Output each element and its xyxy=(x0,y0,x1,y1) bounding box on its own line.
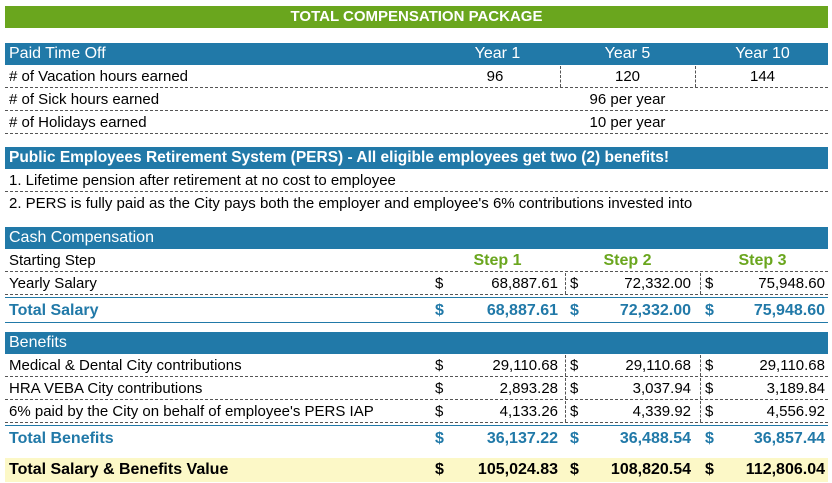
pers-header-label: Public Employees Retirement System (PERS… xyxy=(9,149,670,166)
currency-symbol: $ xyxy=(705,461,714,478)
pers-iap-step3: 4,556.92 xyxy=(766,403,825,420)
table-row-pers-iap: 6% paid by the City on behalf of employe… xyxy=(5,401,828,423)
total-salary-step2: 72,332.00 xyxy=(619,302,691,319)
pto-col-year1: Year 1 xyxy=(474,45,521,62)
sick-label: # of Sick hours earned xyxy=(9,91,160,108)
total-salary-step3: 75,948.60 xyxy=(753,302,825,319)
cash-header: Cash Compensation xyxy=(5,227,828,249)
step-2-header: Step 2 xyxy=(603,252,652,269)
currency-symbol: $ xyxy=(700,273,713,294)
currency-symbol: $ xyxy=(435,403,444,420)
sick-value: 96 per year xyxy=(589,91,666,108)
vacation-year5: 120 xyxy=(560,66,694,87)
pto-col-year10: Year 10 xyxy=(735,45,790,62)
hra-step3: 3,189.84 xyxy=(766,380,825,397)
currency-symbol: $ xyxy=(435,461,444,478)
benefit-label-hra: HRA VEBA City contributions xyxy=(9,380,203,397)
yearly-salary-label: Yearly Salary xyxy=(9,275,97,292)
table-row-holidays: # of Holidays earned 10 per year xyxy=(5,112,828,134)
total-benefits-step2: 36,488.54 xyxy=(619,430,691,447)
total-salary-step1: 68,887.61 xyxy=(486,302,558,319)
list-item-pers-1: 1. Lifetime pension after retirement at … xyxy=(5,170,828,192)
yearly-salary-step1: 68,887.61 xyxy=(491,275,558,292)
currency-symbol: $ xyxy=(565,273,578,294)
vacation-year1: 96 xyxy=(486,68,504,85)
list-item-pers-2: 2. PERS is fully paid as the City pays b… xyxy=(5,193,828,215)
hra-step2: 3,037.94 xyxy=(632,380,691,397)
table-row-yearly-salary: Yearly Salary $ 68,887.61 $ 72,332.00 $ … xyxy=(5,273,828,295)
currency-symbol: $ xyxy=(705,430,714,447)
pers-iap-step2: 4,339.92 xyxy=(632,403,691,420)
vacation-year10: 144 xyxy=(695,66,829,87)
currency-symbol: $ xyxy=(705,302,714,319)
medical-step3: 29,110.68 xyxy=(759,357,825,374)
currency-symbol: $ xyxy=(570,461,579,478)
holidays-value: 10 per year xyxy=(589,114,666,131)
pto-col-year5: Year 5 xyxy=(604,45,651,62)
table-row-sick: # of Sick hours earned 96 per year xyxy=(5,89,828,111)
total-benefits-step1: 36,137.22 xyxy=(486,430,558,447)
currency-symbol: $ xyxy=(435,275,444,292)
currency-symbol: $ xyxy=(570,302,579,319)
medical-step1: 29,110.68 xyxy=(492,357,558,374)
currency-symbol: $ xyxy=(565,401,578,422)
total-benefits-label: Total Benefits xyxy=(9,430,114,447)
grand-total-step2: 108,820.54 xyxy=(610,461,691,478)
benefits-header-label: Benefits xyxy=(9,334,67,351)
yearly-salary-step3: 75,948.60 xyxy=(758,275,825,292)
table-row-starting-step: Starting Step Step 1 Step 2 Step 3 xyxy=(5,250,828,272)
page-title: TOTAL COMPENSATION PACKAGE xyxy=(5,6,828,28)
holidays-label: # of Holidays earned xyxy=(9,114,147,131)
hra-step1: 2,893.28 xyxy=(499,380,558,397)
pto-header-label: Paid Time Off xyxy=(9,45,106,62)
table-row-total-benefits: Total Benefits $ 36,137.22 $ 36,488.54 $… xyxy=(5,425,828,451)
currency-symbol: $ xyxy=(435,380,444,397)
currency-symbol: $ xyxy=(435,430,444,447)
benefits-header: Benefits xyxy=(5,332,828,354)
pers-iap-step1: 4,133.26 xyxy=(499,403,558,420)
yearly-salary-step2: 72,332.00 xyxy=(624,275,691,292)
table-row-vacation: # of Vacation hours earned 96 120 144 xyxy=(5,66,828,88)
pers-item-2: 2. PERS is fully paid as the City pays b… xyxy=(9,195,693,212)
benefit-label-medical: Medical & Dental City contributions xyxy=(9,357,242,374)
vacation-label: # of Vacation hours earned xyxy=(9,68,189,85)
pto-header: Paid Time Off Year 1 Year 5 Year 10 xyxy=(5,43,828,65)
medical-step2: 29,110.68 xyxy=(625,357,691,374)
starting-step-label: Starting Step xyxy=(9,252,96,269)
step-3-header: Step 3 xyxy=(738,252,787,269)
currency-symbol: $ xyxy=(700,378,713,399)
currency-symbol: $ xyxy=(435,302,444,319)
currency-symbol: $ xyxy=(565,355,578,376)
currency-symbol: $ xyxy=(700,401,713,422)
table-row-grand-total: Total Salary & Benefits Value $ 105,024.… xyxy=(5,458,828,482)
table-row-hra-veba: HRA VEBA City contributions $ 2,893.28 $… xyxy=(5,378,828,400)
pers-header: Public Employees Retirement System (PERS… xyxy=(5,147,828,169)
cash-header-label: Cash Compensation xyxy=(9,229,154,246)
currency-symbol: $ xyxy=(570,430,579,447)
total-benefits-step3: 36,857.44 xyxy=(753,430,825,447)
currency-symbol: $ xyxy=(700,355,713,376)
step-1-header: Step 1 xyxy=(473,252,522,269)
grand-total-label: Total Salary & Benefits Value xyxy=(9,461,229,478)
total-salary-label: Total Salary xyxy=(9,302,99,319)
benefit-label-pers-iap: 6% paid by the City on behalf of employe… xyxy=(9,403,374,420)
currency-symbol: $ xyxy=(435,357,444,374)
currency-symbol: $ xyxy=(565,378,578,399)
table-row-total-salary: Total Salary $ 68,887.61 $ 72,332.00 $ 7… xyxy=(5,297,828,323)
pers-item-1: 1. Lifetime pension after retirement at … xyxy=(9,172,396,189)
grand-total-step1: 105,024.83 xyxy=(477,461,558,478)
table-row-medical: Medical & Dental City contributions $ 29… xyxy=(5,355,828,377)
grand-total-step3: 112,806.04 xyxy=(745,461,825,478)
